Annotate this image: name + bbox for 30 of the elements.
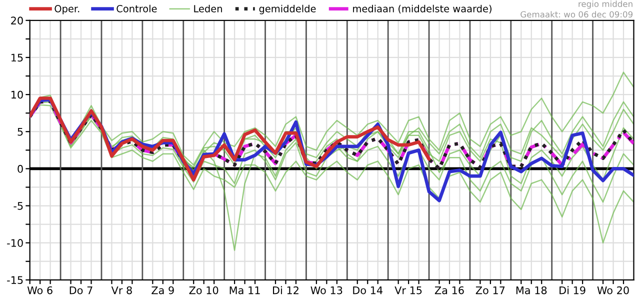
y-tick-label: -15 [7,276,23,284]
x-tick-label: Za 9 [152,286,174,294]
x-tick-label: Wo 6 [27,286,52,294]
legend-label: Leden [194,4,222,12]
x-tick-label: Do 7 [70,286,92,294]
y-tick-label: -10 [7,239,23,247]
legend-label: Controle [116,4,157,12]
x-tick-label: Di 12 [273,286,298,294]
y-tick-label: 15 [11,54,23,62]
x-tick-label: Do 14 [353,286,383,294]
legend-label: gemiddelde [259,4,316,14]
x-tick-label: Ma 18 [516,286,547,294]
y-tick-label: 5 [18,128,23,136]
x-tick-label: Zo 10 [189,286,218,294]
legend-label: Oper. [54,5,80,14]
y-tick-label: 10 [11,90,23,99]
x-tick-label: Zo 17 [476,286,505,294]
x-tick-label: Wo 20 [597,286,629,294]
x-tick-label: Za 16 [434,286,464,294]
x-tick-label: Vr 15 [394,286,422,294]
y-tick-label: 0 [18,164,23,173]
y-tick-label: -5 [14,202,23,210]
y-tick-label: 20 [11,16,23,25]
text: regio midden [578,0,632,9]
x-tick-label: Wo 13 [310,286,342,294]
x-tick-label: Di 19 [560,286,586,294]
x-tick-label: Ma 11 [230,286,260,294]
x-tick-label: Vr 8 [111,286,132,294]
legend-label: mediaan (middelste waarde) [353,4,492,14]
text: Gemaakt: wo 06 dec 09:09 [520,11,633,18]
